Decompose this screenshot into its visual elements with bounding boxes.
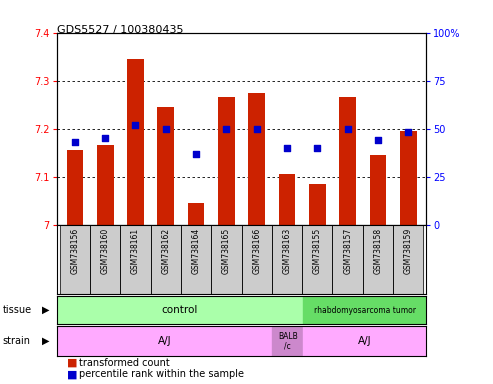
Bar xyxy=(242,225,272,294)
Point xyxy=(404,129,412,136)
Bar xyxy=(60,225,90,294)
Point xyxy=(192,151,200,157)
Bar xyxy=(97,146,113,225)
Bar xyxy=(211,225,242,294)
Bar xyxy=(151,225,181,294)
Bar xyxy=(242,225,272,294)
Text: GSM738161: GSM738161 xyxy=(131,227,140,273)
Bar xyxy=(90,225,120,294)
Bar xyxy=(332,225,363,294)
Bar xyxy=(181,225,211,294)
Text: ▶: ▶ xyxy=(41,336,49,346)
Text: control: control xyxy=(162,305,198,315)
Bar xyxy=(303,296,426,324)
Text: GSM738160: GSM738160 xyxy=(101,227,109,274)
Text: GSM738165: GSM738165 xyxy=(222,227,231,274)
Bar xyxy=(120,225,151,294)
Bar xyxy=(67,150,83,225)
Bar xyxy=(302,225,332,294)
Bar xyxy=(393,225,423,294)
Text: GSM738158: GSM738158 xyxy=(374,227,383,273)
Bar xyxy=(393,225,423,294)
Point xyxy=(283,145,291,151)
Point xyxy=(71,139,79,145)
Bar xyxy=(60,225,90,294)
Bar xyxy=(272,225,302,294)
Text: GSM738156: GSM738156 xyxy=(70,227,79,274)
Text: A/J: A/J xyxy=(358,336,372,346)
Text: GSM738162: GSM738162 xyxy=(161,227,170,273)
Bar xyxy=(157,107,174,225)
Bar xyxy=(127,59,144,225)
Bar xyxy=(120,225,151,294)
Bar xyxy=(151,225,181,294)
Bar xyxy=(211,225,242,294)
Bar xyxy=(279,174,295,225)
Point xyxy=(132,122,140,128)
Text: GSM738157: GSM738157 xyxy=(343,227,352,274)
Text: rhabdomyosarcoma tumor: rhabdomyosarcoma tumor xyxy=(314,306,416,314)
Point xyxy=(101,135,109,141)
Text: tissue: tissue xyxy=(2,305,32,315)
Bar xyxy=(57,326,272,356)
Text: ■: ■ xyxy=(67,369,77,379)
Text: percentile rank within the sample: percentile rank within the sample xyxy=(79,369,244,379)
Bar xyxy=(363,225,393,294)
Point xyxy=(253,126,261,132)
Text: GSM738166: GSM738166 xyxy=(252,227,261,274)
Text: ■: ■ xyxy=(67,358,77,368)
Text: BALB
/c: BALB /c xyxy=(278,332,298,350)
Bar xyxy=(272,326,303,356)
Text: GDS5527 / 100380435: GDS5527 / 100380435 xyxy=(57,25,183,35)
Bar xyxy=(90,225,120,294)
Point xyxy=(162,126,170,132)
Bar xyxy=(400,131,417,225)
Bar xyxy=(188,203,205,225)
Bar xyxy=(218,98,235,225)
Text: ▶: ▶ xyxy=(41,305,49,315)
Bar xyxy=(339,98,356,225)
Bar xyxy=(332,225,363,294)
Bar xyxy=(302,225,332,294)
Point xyxy=(344,126,352,132)
Bar xyxy=(181,225,211,294)
Text: GSM738164: GSM738164 xyxy=(192,227,201,274)
Point xyxy=(222,126,230,132)
Bar xyxy=(370,155,387,225)
Bar xyxy=(272,225,302,294)
Bar xyxy=(57,296,303,324)
Point xyxy=(374,137,382,143)
Bar xyxy=(363,225,393,294)
Bar xyxy=(248,93,265,225)
Bar xyxy=(303,326,426,356)
Text: A/J: A/J xyxy=(158,336,172,346)
Text: strain: strain xyxy=(2,336,31,346)
Text: transformed count: transformed count xyxy=(79,358,170,368)
Bar xyxy=(309,184,326,225)
Text: GSM738155: GSM738155 xyxy=(313,227,322,274)
Text: GSM738163: GSM738163 xyxy=(282,227,291,274)
Point xyxy=(314,145,321,151)
Text: GSM738159: GSM738159 xyxy=(404,227,413,274)
